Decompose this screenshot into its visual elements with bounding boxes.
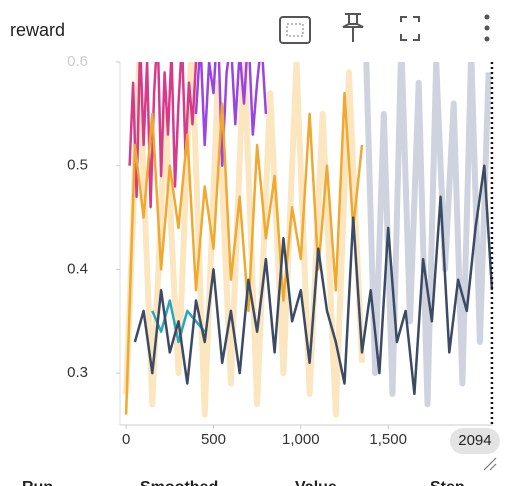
raw-line <box>123 62 365 418</box>
hover-label: 2094 <box>458 432 491 449</box>
series-line <box>151 299 206 344</box>
y-tick-label: 0.3 <box>67 364 88 381</box>
table-header: Value <box>295 479 337 486</box>
resize-handle[interactable] <box>483 457 497 471</box>
plot-area <box>123 62 493 418</box>
series-line <box>124 91 364 415</box>
x-tick-label: 1,500 <box>369 431 407 448</box>
y-tick-label: 0.4 <box>67 260 88 277</box>
series-line <box>128 62 198 209</box>
raw-line <box>363 62 492 408</box>
table-header: Smoothed <box>140 479 218 486</box>
hover-label-box <box>449 428 500 454</box>
series-line <box>194 62 268 167</box>
y-tick-label: 0.6 <box>67 53 88 70</box>
chart-title: reward <box>10 20 65 40</box>
x-tick-label: 0 <box>122 431 130 448</box>
fullscreen-button[interactable] <box>400 16 420 41</box>
x-tick-label: 1,000 <box>282 431 320 448</box>
more-menu-button[interactable] <box>484 14 490 42</box>
x-tick-label: 500 <box>201 431 226 448</box>
pin-button[interactable] <box>342 13 364 42</box>
y-tick-label: 0.5 <box>67 157 88 174</box>
toolbar <box>279 13 490 44</box>
table-header: Step <box>430 479 465 486</box>
series-line <box>133 164 493 396</box>
fit-domain-button[interactable] <box>279 16 311 44</box>
table-header: Run <box>22 479 53 486</box>
